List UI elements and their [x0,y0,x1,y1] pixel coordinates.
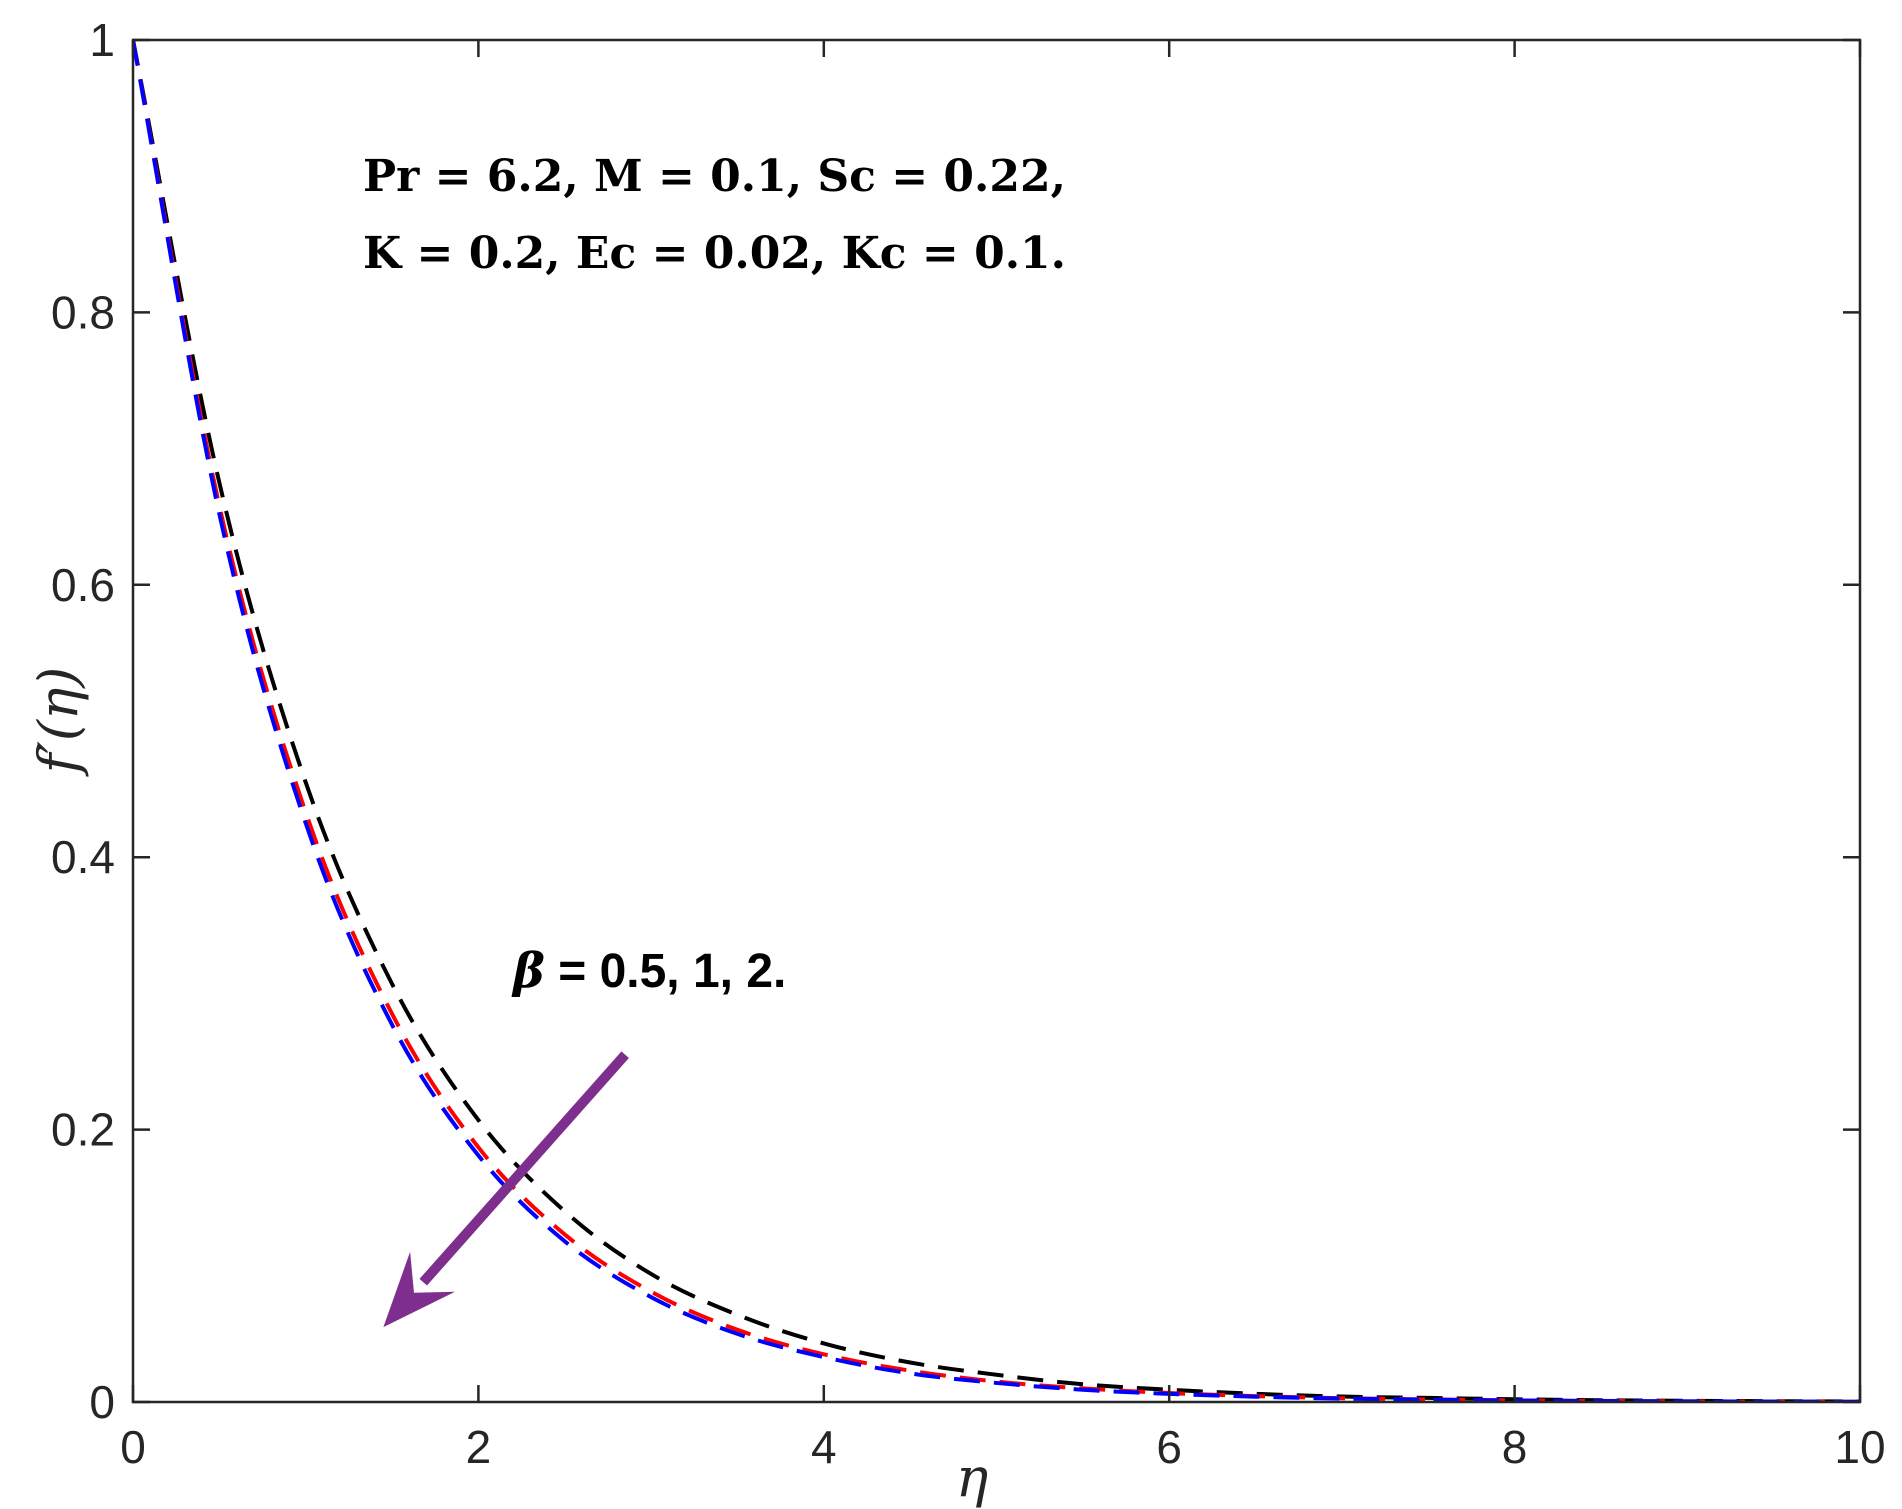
series-line-3 [133,40,1860,1402]
y-tick-label: 0.4 [51,831,115,883]
arrow-head [383,1251,455,1328]
series-line-1 [133,40,1860,1402]
params-annotation-line2: K = 0.2, Ec = 0.02, Kc = 0.1. [363,228,1066,279]
x-tick-label: 10 [1834,1421,1885,1473]
annotation-layer: Pr = 6.2, M = 0.1, Sc = 0.22, K = 0.2, E… [363,151,1066,1328]
x-tick-label: 4 [811,1421,837,1473]
axes-layer: 0 2 4 6 8 10 0 0.2 0.4 0.6 0.8 1 [51,14,1886,1473]
beta-annotation: β = 0.5, 1, 2. [511,943,786,999]
x-tick-label: 6 [1156,1421,1182,1473]
beta-values: = 0.5, 1, 2. [545,945,787,998]
x-tick-label: 8 [1502,1421,1528,1473]
x-tick-label: 0 [120,1421,146,1473]
y-tick-label: 0.6 [51,559,115,611]
series-layer [133,40,1860,1402]
y-tick-label: 0 [89,1376,115,1428]
y-tick-label: 0.2 [51,1104,115,1156]
params-annotation-line1: Pr = 6.2, M = 0.1, Sc = 0.22, [363,151,1066,202]
y-tick-label: 1 [89,14,115,66]
x-tick-label: 2 [466,1421,492,1473]
y-tick-label: 0.8 [51,286,115,338]
beta-symbol: β [511,943,545,999]
arrow-shaft [419,1051,629,1286]
axes-box [131,38,1862,1404]
y-axis-label: f′(η) [27,667,90,778]
x-axis-label: η [956,1446,988,1509]
